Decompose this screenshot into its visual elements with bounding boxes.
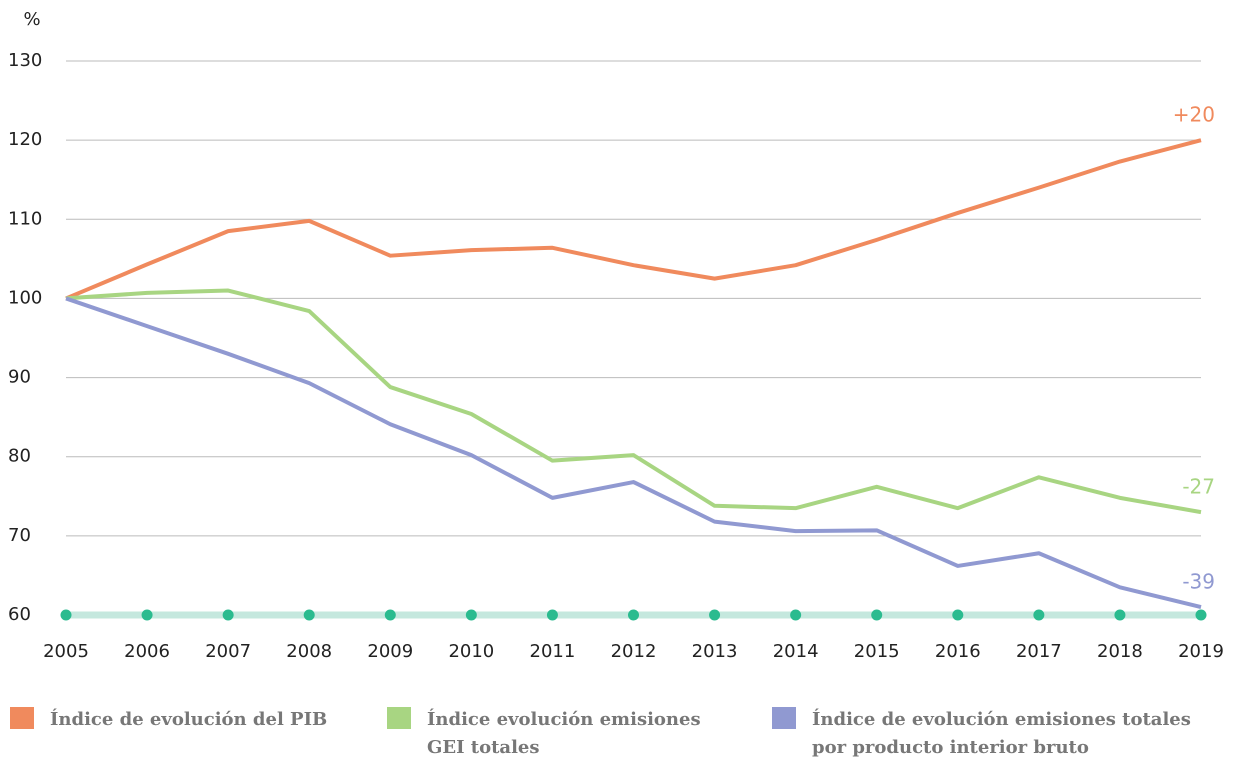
y-tick-label: 100 <box>8 287 42 308</box>
legend-item: Índice de evolución emisiones totales po… <box>772 706 1212 762</box>
x-tick-dot <box>465 609 477 621</box>
x-tick-dot <box>222 609 234 621</box>
y-tick-label: 70 <box>8 525 31 546</box>
legend-label: Índice evolución emisiones GEI totales <box>427 709 701 758</box>
x-tick-label: 2008 <box>286 641 332 662</box>
x-tick-label: 2010 <box>448 641 494 662</box>
x-tick-label: 2009 <box>367 641 413 662</box>
x-tick-label: 2016 <box>935 641 981 662</box>
x-tick-label: 2011 <box>530 641 576 662</box>
series-line <box>65 288 1202 515</box>
y-tick-label: 130 <box>8 50 42 71</box>
x-tick-dot <box>709 609 721 621</box>
x-tick-dot <box>60 609 72 621</box>
end-label: -27 <box>1182 475 1215 499</box>
legend-label: Índice de evolución emisiones totales po… <box>812 709 1191 758</box>
end-label: -39 <box>1182 570 1215 594</box>
x-tick-label: 2007 <box>205 641 251 662</box>
legend-swatch <box>772 707 796 729</box>
x-tick-dot <box>952 609 964 621</box>
y-tick-label: 90 <box>8 367 31 388</box>
chart: % 60 70 80 90 100 110 120 130 2005 2006 2007 2008 20… <box>8 9 1224 662</box>
x-tick-dot <box>1033 609 1045 621</box>
x-tick-dot <box>790 609 802 621</box>
x-tick-label: 2014 <box>773 641 819 662</box>
y-axis-label: % <box>23 9 40 30</box>
x-tick-dot <box>141 609 153 621</box>
x-tick-dot <box>546 609 558 621</box>
series-line <box>65 296 1202 610</box>
legend-item: Índice de evolución del PIB <box>10 706 340 734</box>
legend-swatch <box>10 707 34 729</box>
x-tick-dot <box>628 609 639 621</box>
x-tick-label: 2017 <box>1016 641 1062 662</box>
x-tick-dot <box>1114 609 1126 621</box>
x-tick-label: 2005 <box>43 641 89 662</box>
x-tick-dot <box>871 609 883 621</box>
end-label: +20 <box>1173 103 1215 127</box>
series-line <box>65 138 1202 301</box>
x-tick-dot <box>303 609 315 621</box>
y-tick-label: 60 <box>8 604 31 625</box>
y-tick-label: 80 <box>8 446 31 467</box>
legend-item: Índice evolución emisiones GEI totales <box>387 706 727 762</box>
y-tick-label: 120 <box>8 129 42 150</box>
x-tick-label: 2015 <box>854 641 900 662</box>
x-tick-dot <box>384 609 396 621</box>
y-tick-label: 110 <box>8 208 42 229</box>
x-tick-label: 2019 <box>1178 641 1224 662</box>
x-tick-label: 2013 <box>692 641 738 662</box>
x-tick-label: 2018 <box>1097 641 1143 662</box>
legend-swatch <box>387 707 411 729</box>
legend-label: Índice de evolución del PIB <box>50 709 328 730</box>
x-tick-dot <box>1195 609 1207 621</box>
x-tick-label: 2012 <box>611 641 657 662</box>
x-tick-label: 2006 <box>124 641 170 662</box>
